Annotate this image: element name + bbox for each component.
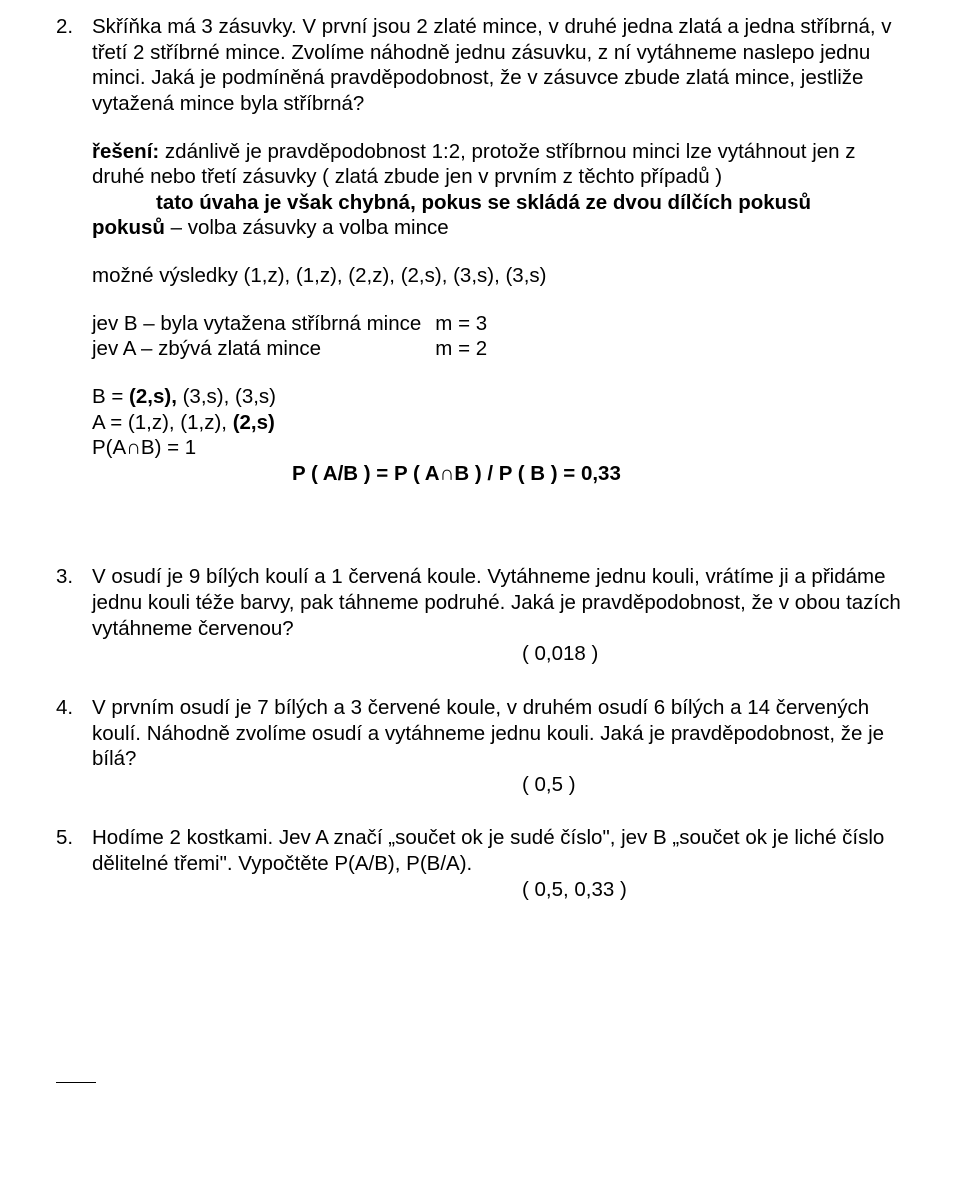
solution-tail: – volba zásuvky a volba mince <box>165 216 449 239</box>
footer-rule <box>56 1082 96 1083</box>
problem-5-answer: ( 0,5, 0,33 ) <box>92 877 904 903</box>
solution-bold: tato úvaha je však chybná, pokus se sklá… <box>92 190 811 216</box>
set-b-pre: B = <box>92 385 129 408</box>
conditional-formula: P ( A/B ) = P ( A∩B ) / P ( B ) = 0,33 <box>92 461 904 487</box>
problem-2-statement: Skříňka má 3 zásuvky. V první jsou 2 zla… <box>92 14 904 117</box>
problem-2-solution: řešení: zdánlivě je pravděpodobnost 1:2,… <box>92 139 904 242</box>
possible-outcomes: možné výsledky (1,z), (1,z), (2,z), (2,s… <box>92 263 904 289</box>
event-b-label: jev B – byla vytažena stříbrná mince <box>92 311 435 337</box>
problem-4-answer: ( 0,5 ) <box>92 772 904 798</box>
problem-4-body: V prvním osudí je 7 bílých a 3 červené k… <box>92 695 904 798</box>
problem-5-statement: Hodíme 2 kostkami. Jev A značí „součet o… <box>92 825 904 876</box>
problem-3-answer: ( 0,018 ) <box>92 641 904 667</box>
problem-4: 4. V prvním osudí je 7 bílých a 3 červen… <box>56 695 904 798</box>
problem-5: 5. Hodíme 2 kostkami. Jev A značí „souče… <box>56 825 904 902</box>
event-b-m: m = 3 <box>435 311 501 337</box>
p-a-intersect-b: P(A∩B) = 1 <box>92 435 904 461</box>
problem-3: 3. V osudí je 9 bílých koulí a 1 červená… <box>56 564 904 667</box>
set-a: A = (1,z), (1,z), (2,s) <box>92 410 904 436</box>
set-b-rest: (3,s), (3,s) <box>177 385 276 408</box>
page: 2. Skříňka má 3 zásuvky. V první jsou 2 … <box>0 0 960 1123</box>
problem-5-number: 5. <box>56 825 92 902</box>
problem-3-statement: V osudí je 9 bílých koulí a 1 červená ko… <box>92 564 904 641</box>
problem-3-body: V osudí je 9 bílých koulí a 1 červená ko… <box>92 564 904 667</box>
set-a-pre: A = (1,z), (1,z), <box>92 411 233 434</box>
problem-4-statement: V prvním osudí je 7 bílých a 3 červené k… <box>92 695 904 772</box>
solution-label: řešení: <box>92 140 159 163</box>
set-a-bold: (2,s) <box>233 411 275 434</box>
event-a-row: jev A – zbývá zlatá mince m = 2 <box>92 336 501 362</box>
problem-4-number: 4. <box>56 695 92 798</box>
sets-block: B = (2,s), (3,s), (3,s) A = (1,z), (1,z)… <box>92 384 904 487</box>
problem-3-number: 3. <box>56 564 92 667</box>
solution-text-1: zdánlivě je pravděpodobnost 1:2, protože… <box>92 140 856 189</box>
problem-2-number: 2. <box>56 14 92 486</box>
problem-2: 2. Skříňka má 3 zásuvky. V první jsou 2 … <box>56 14 904 486</box>
event-a-m: m = 2 <box>435 336 501 362</box>
event-b-row: jev B – byla vytažena stříbrná mince m =… <box>92 311 501 337</box>
events-table: jev B – byla vytažena stříbrná mince m =… <box>92 311 501 362</box>
event-a-label: jev A – zbývá zlatá mince <box>92 336 435 362</box>
problem-5-body: Hodíme 2 kostkami. Jev A značí „součet o… <box>92 825 904 902</box>
solution-bold-cont: pokusů <box>92 216 165 239</box>
set-b: B = (2,s), (3,s), (3,s) <box>92 384 904 410</box>
set-b-bold: (2,s), <box>129 385 177 408</box>
problem-2-body: Skříňka má 3 zásuvky. V první jsou 2 zla… <box>92 14 904 486</box>
spacer <box>56 514 904 564</box>
